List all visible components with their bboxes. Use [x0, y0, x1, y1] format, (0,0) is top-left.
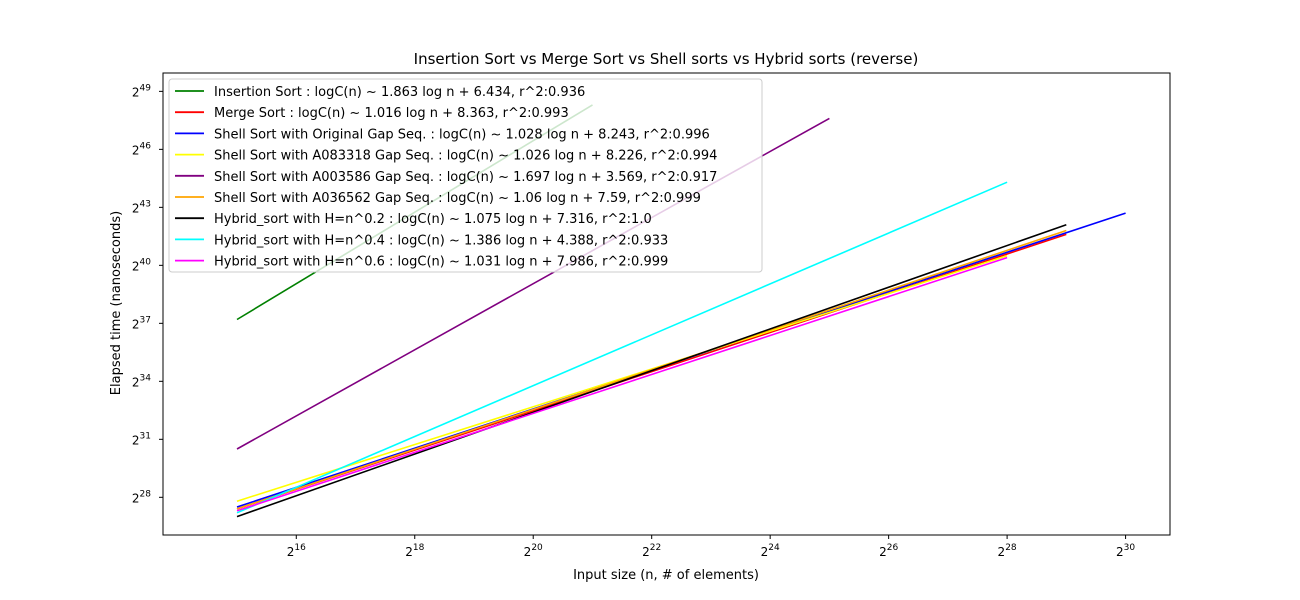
series-line-8	[236, 181, 1008, 514]
x-axis-ticks: 216 218 220 222 224 226 228 230	[287, 535, 1135, 559]
x-tick-label: 218	[405, 543, 424, 559]
y-tick-label: 231	[132, 431, 151, 447]
legend-label-5: Shell Sort with A003586 Gap Seq. : logC(…	[214, 170, 717, 185]
plot-lines	[236, 104, 1126, 518]
legend-label-6: Shell Sort with A036562 Gap Seq. : logC(…	[214, 191, 701, 206]
y-tick-label: 243	[132, 199, 151, 215]
legend-label-2: Merge Sort : logC(n) ~ 1.016 log n + 8.3…	[214, 106, 569, 121]
legend-label-7: Hybrid_sort with H=n^0.2 : logC(n) ~ 1.0…	[214, 212, 652, 227]
legend: Insertion Sort : logC(n) ~ 1.863 log n +…	[168, 78, 763, 273]
legend-label-1: Insertion Sort : logC(n) ~ 1.863 log n +…	[214, 85, 585, 100]
series-line-9	[236, 256, 1008, 512]
legend-box	[168, 78, 763, 273]
y-tick-label: 240	[132, 257, 151, 273]
series-line-6	[236, 229, 1067, 510]
x-tick-label: 220	[524, 543, 543, 559]
x-tick-label: 230	[1116, 543, 1135, 559]
axes-frame	[162, 72, 1171, 536]
x-axis-label: Input size (n, # of elements)	[573, 568, 759, 583]
y-tick-label: 246	[132, 141, 151, 157]
y-tick-label: 228	[132, 489, 151, 505]
x-tick-label: 226	[879, 543, 898, 559]
x-tick-label: 224	[761, 543, 780, 559]
y-axis-label: Elapsed time (nanoseconds)	[109, 211, 124, 395]
legend-label-4: Shell Sort with A083318 Gap Seq. : logC(…	[214, 149, 717, 164]
x-tick-label: 222	[642, 543, 661, 559]
series-line-4	[236, 254, 1008, 502]
y-tick-label: 234	[132, 373, 151, 389]
legend-label-8: Hybrid_sort with H=n^0.4 : logC(n) ~ 1.3…	[214, 233, 668, 248]
y-tick-label: 249	[132, 83, 151, 99]
legend-label-9: Hybrid_sort with H=n^0.6 : logC(n) ~ 1.0…	[214, 255, 668, 270]
y-tick-label: 237	[132, 315, 151, 331]
chart-title: Insertion Sort vs Merge Sort vs Shell so…	[414, 50, 919, 68]
y-axis-ticks: 228 231 234 237 240 243 246 249	[132, 83, 163, 505]
x-tick-label: 228	[998, 543, 1017, 559]
x-tick-label: 216	[287, 543, 306, 559]
series-line-7	[236, 223, 1067, 518]
legend-label-3: Shell Sort with Original Gap Seq. : logC…	[214, 127, 710, 142]
